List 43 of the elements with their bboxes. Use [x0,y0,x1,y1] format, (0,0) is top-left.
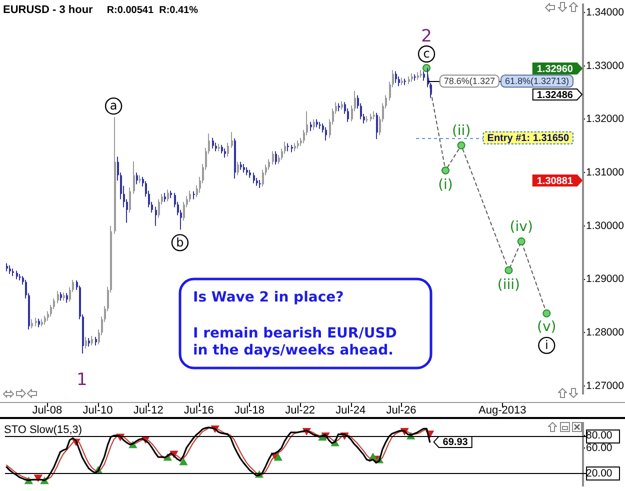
annotation: Is Wave 2 in place? [193,290,344,306]
y-tick-label: 1.28000 [586,326,624,339]
annotation: 1.32486 [536,90,574,101]
annotation: c [423,46,430,61]
annotation: i [544,338,548,352]
annotation: (iii) [497,276,520,293]
chart-title: EURUSD - 3 hour [3,4,94,16]
annotation: 2 [421,26,432,46]
y-tick-label: 60.00 [586,442,612,454]
chart-title: STO Slow(15,3) [4,424,82,436]
y-tick-label: 20.00 [586,467,612,480]
y-tick-label: 1.34000 [586,6,624,18]
annotation: a [110,98,118,113]
annotation: (iv) [510,219,533,236]
y-tick-label: 1.31000 [586,166,624,178]
x-tick-label: Jul-24 [336,404,366,417]
ref-line-label: 61.8%(1.32713) [504,76,570,86]
annotation: 78.6%(1.327 [444,76,495,86]
y-tick-label: 1.29000 [586,273,624,286]
x-tick-label: Jul-16 [184,404,214,417]
ref-line-label: Entry #1: 1.31650 [487,133,570,144]
y-tick-label: 80.00 [586,429,612,442]
annotation: 1.32960 [536,64,574,75]
y-tick-label: 1.32000 [586,113,624,126]
data-label: 69.93 [442,437,468,448]
x-tick-label: Jul-18 [234,404,264,417]
annotation: 1 [76,370,88,390]
annotation: 1.30881 [536,176,574,187]
annotation: I remain bearish EUR/USD in the days/weeks ahead. [193,326,397,359]
x-tick-label: Jul-12 [133,404,164,417]
x-tick-label: Aug-2013 [478,404,526,417]
x-tick-label: Jul-22 [285,404,316,417]
y-tick-label: 1.27000 [586,380,624,392]
x-tick-label: Jul-10 [82,404,113,417]
annotation: b [176,235,184,250]
x-tick-label: Jul-08 [32,404,62,417]
y-tick-label: 1.33000 [586,60,624,72]
chart-subtitle: R:0.00541 R:0.41% [106,4,198,16]
x-tick-label: Jul-26 [386,404,416,417]
annotation: (v) [537,319,556,336]
annotation: (ii) [452,123,471,139]
y-tick-label: 1.30000 [586,220,624,232]
annotation: (i) [438,177,453,194]
